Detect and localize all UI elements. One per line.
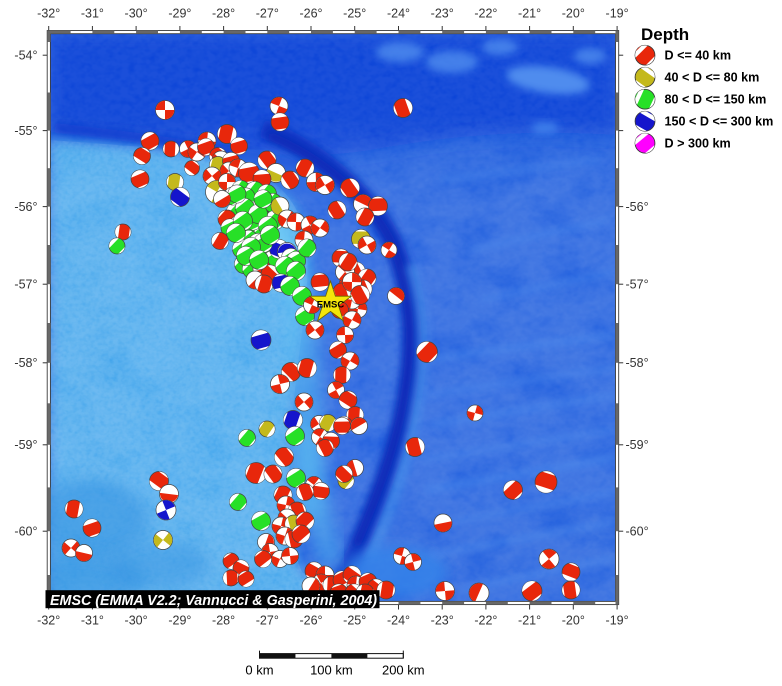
- svg-text:-58°: -58°: [626, 356, 649, 370]
- svg-text:-24°: -24°: [387, 7, 410, 21]
- svg-text:Depth: Depth: [641, 25, 689, 44]
- svg-text:-57°: -57°: [14, 278, 37, 292]
- svg-text:-19°: -19°: [606, 614, 629, 628]
- svg-text:-27°: -27°: [256, 7, 279, 21]
- svg-text:-23°: -23°: [431, 7, 454, 21]
- svg-text:-60°: -60°: [626, 525, 649, 539]
- svg-text:-21°: -21°: [518, 614, 541, 628]
- svg-text:EMSC: EMSC: [317, 300, 345, 311]
- svg-text:-20°: -20°: [562, 7, 585, 21]
- svg-text:-26°: -26°: [299, 7, 322, 21]
- svg-text:40 < D <= 80 km: 40 < D <= 80 km: [665, 71, 760, 85]
- svg-text:-26°: -26°: [299, 614, 322, 628]
- svg-text:-57°: -57°: [626, 278, 649, 292]
- svg-text:-54°: -54°: [14, 49, 37, 63]
- svg-text:-22°: -22°: [474, 7, 497, 21]
- svg-text:-32°: -32°: [37, 7, 60, 21]
- svg-text:-59°: -59°: [626, 438, 649, 452]
- svg-text:100 km: 100 km: [310, 663, 353, 678]
- svg-text:-19°: -19°: [606, 7, 629, 21]
- svg-text:200 km: 200 km: [382, 663, 425, 678]
- svg-text:-23°: -23°: [431, 614, 454, 628]
- svg-text:-30°: -30°: [125, 7, 148, 21]
- svg-text:-30°: -30°: [125, 614, 148, 628]
- svg-text:-55°: -55°: [14, 124, 37, 138]
- svg-text:EMSC (EMMA V2.2; Vannucci & Ga: EMSC (EMMA V2.2; Vannucci & Gasperini, 2…: [50, 593, 377, 609]
- svg-text:-58°: -58°: [14, 356, 37, 370]
- svg-text:-25°: -25°: [343, 614, 366, 628]
- svg-text:-20°: -20°: [562, 614, 585, 628]
- svg-text:-32°: -32°: [37, 614, 60, 628]
- svg-text:-24°: -24°: [387, 614, 410, 628]
- svg-text:-56°: -56°: [626, 200, 649, 214]
- svg-text:-56°: -56°: [14, 200, 37, 214]
- svg-text:-28°: -28°: [212, 7, 235, 21]
- svg-text:D > 300 km: D > 300 km: [665, 137, 731, 151]
- svg-text:D <= 40 km: D <= 40 km: [665, 49, 732, 63]
- svg-text:-27°: -27°: [256, 614, 279, 628]
- svg-text:-29°: -29°: [168, 614, 191, 628]
- svg-text:-22°: -22°: [474, 614, 497, 628]
- svg-text:-29°: -29°: [168, 7, 191, 21]
- svg-text:-31°: -31°: [81, 7, 104, 21]
- svg-text:-28°: -28°: [212, 614, 235, 628]
- svg-text:-60°: -60°: [14, 525, 37, 539]
- svg-text:-31°: -31°: [81, 614, 104, 628]
- svg-text:-59°: -59°: [14, 438, 37, 452]
- svg-text:80 < D <= 150 km: 80 < D <= 150 km: [665, 93, 767, 107]
- svg-text:150 < D <= 300 km: 150 < D <= 300 km: [665, 115, 774, 129]
- svg-text:-25°: -25°: [343, 7, 366, 21]
- svg-text:-21°: -21°: [518, 7, 541, 21]
- svg-text:0 km: 0 km: [245, 663, 273, 678]
